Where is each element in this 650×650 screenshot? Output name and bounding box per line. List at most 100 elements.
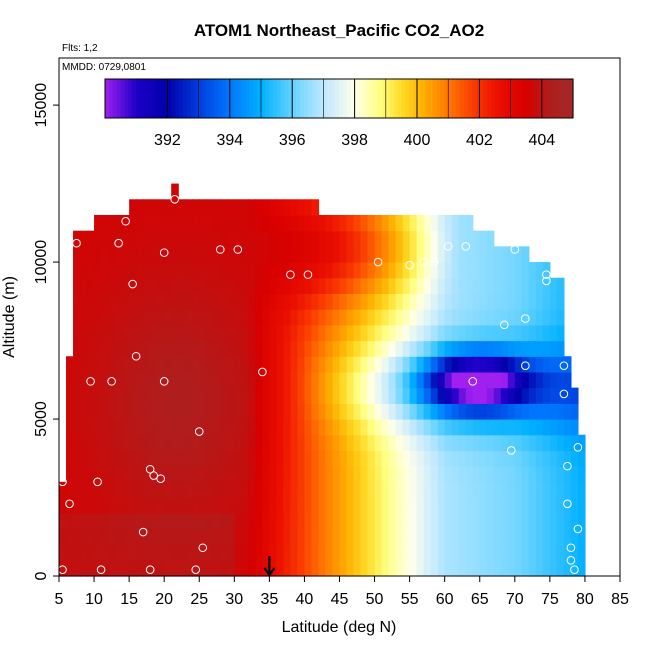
heatmap-cell [570,560,579,577]
heatmap-cell [94,466,102,483]
heatmap-cell [402,214,411,232]
heatmap-cell [66,544,74,561]
heatmap-cell [178,560,186,577]
sample-point [373,257,383,267]
heatmap-cell [143,434,151,452]
heatmap-cell [192,513,200,530]
heatmap-cell [227,560,235,577]
heatmap-cell [206,434,214,452]
heatmap-cell [108,340,116,357]
heatmap-cell [381,528,390,546]
heatmap-cell [472,513,481,530]
heatmap-cell [437,230,446,247]
heatmap-cell [304,246,313,263]
colorbar-swatch [479,79,484,118]
heatmap-cell [507,434,516,452]
heatmap-cell [122,466,130,483]
heatmap-cell [283,199,292,216]
heatmap-cell [325,466,334,483]
heatmap-cell [192,419,200,436]
heatmap-cell [444,324,453,342]
heatmap-cell [290,497,299,514]
heatmap-cell [101,324,109,342]
colorbar-swatch [253,79,258,118]
heatmap-cell [493,309,502,326]
heatmap-cell [262,466,270,483]
heatmap-cell [297,403,306,420]
colorbar-swatch [222,79,227,118]
heatmap-cell [388,450,397,467]
heatmap-cell [423,277,432,295]
heatmap-cell [227,246,235,263]
heatmap-cell [514,277,523,295]
heatmap-cell [339,324,348,342]
heatmap-cell [325,513,334,530]
colorbar-swatch [144,79,149,118]
heatmap-cell [164,230,172,247]
heatmap-cell [402,356,411,373]
heatmap-cell [416,434,425,452]
heatmap-cell [199,560,207,577]
heatmap-cell [192,199,200,216]
heatmap-cell [409,246,418,263]
heatmap-cell [178,277,186,295]
heatmap-cell [80,356,88,373]
heatmap-cell [73,230,81,247]
heatmap-cell [227,309,235,326]
colorbar-swatch [311,79,317,118]
heatmap-cell [269,371,277,389]
heatmap-cell [213,309,221,326]
heatmap-cell [367,324,376,342]
heatmap-cell [472,450,481,467]
heatmap-cell [458,450,467,467]
heatmap-cell [360,214,369,232]
heatmap-cell [227,199,235,216]
heatmap-cell [402,403,411,420]
heatmap-cell [262,387,270,404]
heatmap-cell [206,230,214,247]
heatmap-cell [178,544,186,561]
heatmap-cell [297,277,306,295]
heatmap-cell [192,528,200,546]
heatmap-cell [360,356,369,373]
colorbar-swatch [335,79,340,118]
heatmap-cell [129,450,137,467]
heatmap-cell [409,560,418,577]
colorbar-swatch [225,79,231,118]
heatmap-cell [458,246,467,263]
heatmap-cell [297,214,306,232]
colorbar-tick-label: 402 [466,132,493,149]
heatmap-cell [535,450,544,467]
heatmap-cell [444,356,453,373]
heatmap-cell [374,419,383,436]
heatmap-cell [234,371,242,389]
heatmap-cell [136,403,144,420]
heatmap-cell [129,528,137,546]
heatmap-cell [535,560,544,577]
heatmap-cell [129,324,137,342]
heatmap-cell [395,371,404,389]
heatmap-cell [556,528,565,546]
heatmap-cell [416,387,425,404]
colorbar-swatch [307,79,313,118]
colorbar-swatch [366,79,371,118]
heatmap-cell [507,277,516,295]
heatmap-cell [241,544,249,561]
heatmap-cell [388,277,397,295]
heatmap-cell [353,481,362,499]
heatmap-cell [563,434,572,452]
heatmap-cell [353,293,362,310]
heatmap-cell [150,324,158,342]
heatmap-cell [535,419,544,436]
heatmap-cell [304,199,313,216]
heatmap-cell [395,481,404,499]
heatmap-cell [318,481,327,499]
heatmap-cell [199,450,207,467]
heatmap-cell [465,230,474,247]
y-tick-label: 5000 [33,401,50,437]
heatmap-cell [521,450,530,467]
heatmap-cell [395,324,404,342]
heatmap-cell [388,214,397,232]
heatmap-cell [206,262,214,279]
heatmap-cell [479,528,488,546]
